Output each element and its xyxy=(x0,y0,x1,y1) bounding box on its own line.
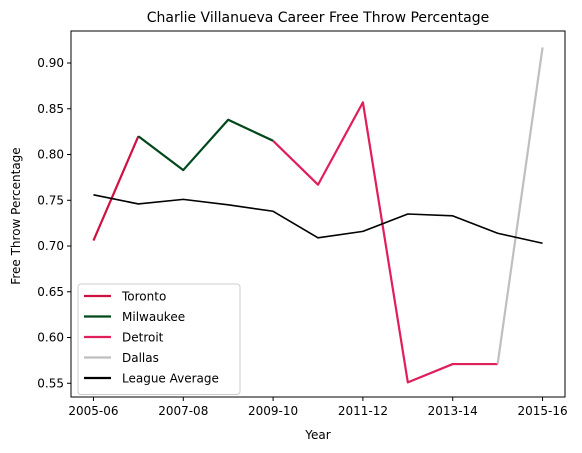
series-line-detroit xyxy=(272,101,498,384)
y-tick-label: 0.70 xyxy=(37,239,64,253)
series-line-milwaukee xyxy=(137,118,274,172)
legend-label-detroit: Detroit xyxy=(122,331,164,345)
chart-title: Charlie Villanueva Career Free Throw Per… xyxy=(147,10,490,26)
x-tick-label: 2009-10 xyxy=(248,404,298,418)
y-tick-label: 0.85 xyxy=(37,102,64,116)
y-tick-label: 0.90 xyxy=(37,56,64,70)
legend-label-league-average: League Average xyxy=(122,372,219,386)
y-tick-label: 0.75 xyxy=(37,193,64,207)
legend: Toronto Milwaukee Detroit Dallas League Aver… xyxy=(77,283,241,395)
legend-label-milwaukee: Milwaukee xyxy=(122,310,185,324)
series-line-dallas xyxy=(496,47,544,365)
x-tick-label: 2015-16 xyxy=(517,404,567,418)
x-tick-label: 2013-14 xyxy=(428,404,478,418)
x-tick-label: 2005-06 xyxy=(68,404,118,418)
series-line-toronto xyxy=(92,135,140,241)
legend-label-toronto: Toronto xyxy=(121,290,166,304)
y-tick-label: 0.65 xyxy=(37,285,64,299)
y-tick-label: 0.80 xyxy=(37,148,64,162)
x-axis-label: Year xyxy=(304,428,330,442)
legend-box xyxy=(77,283,241,395)
plot-frame xyxy=(70,30,566,398)
series-lines xyxy=(92,47,544,384)
y-tick-label: 0.60 xyxy=(37,331,64,345)
series-line-league-average xyxy=(93,194,543,245)
x-tick-label: 2011-12 xyxy=(338,404,388,418)
legend-label-dallas: Dallas xyxy=(122,351,159,365)
y-tick-label: 0.55 xyxy=(37,376,64,390)
y-axis-label: Free Throw Percentage xyxy=(9,147,23,284)
x-tick-label: 2007-08 xyxy=(158,404,208,418)
